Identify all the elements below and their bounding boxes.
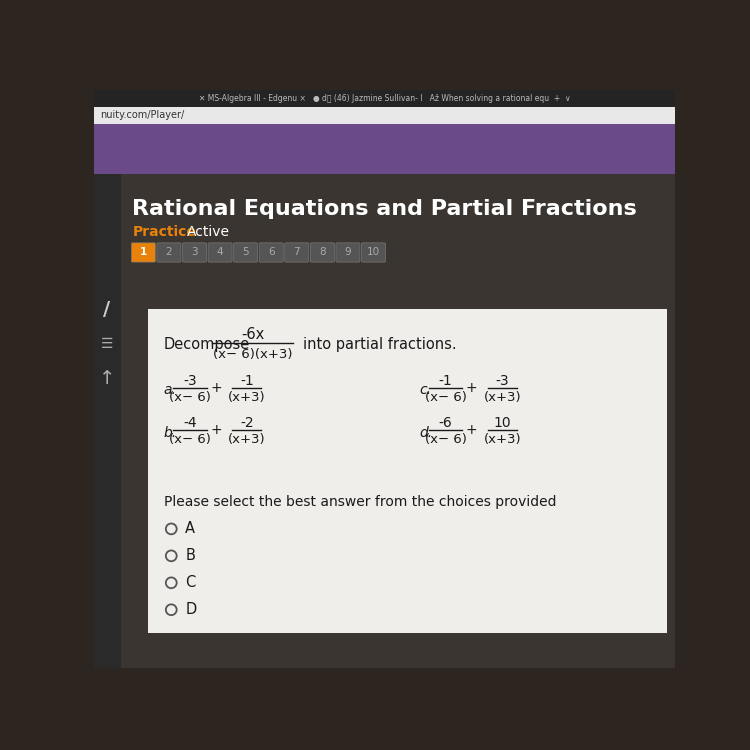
Text: -1: -1 [439,374,452,388]
Text: c.: c. [419,383,431,398]
FancyBboxPatch shape [285,243,309,262]
Text: Rational Equations and Partial Fractions: Rational Equations and Partial Fractions [133,200,638,219]
Text: C: C [185,575,196,590]
FancyBboxPatch shape [234,243,258,262]
Text: nuity.com/Player/: nuity.com/Player/ [100,110,184,121]
Text: -6: -6 [439,416,452,430]
Text: -1: -1 [240,374,254,388]
Text: Please select the best answer from the choices provided: Please select the best answer from the c… [164,495,556,509]
Text: -4: -4 [183,416,196,430]
Text: a.: a. [164,383,176,398]
FancyBboxPatch shape [310,243,334,262]
Text: (x− 6): (x− 6) [169,433,211,446]
FancyBboxPatch shape [148,310,668,633]
Text: -3: -3 [183,374,196,388]
Text: (x+3): (x+3) [484,433,521,446]
Text: (x− 6): (x− 6) [424,433,466,446]
Text: -2: -2 [240,416,254,430]
Text: 10: 10 [367,248,380,257]
FancyBboxPatch shape [157,243,181,262]
Text: (x− 6): (x− 6) [424,391,466,404]
Text: 7: 7 [293,248,300,257]
Text: 5: 5 [242,248,249,257]
Text: (x− 6): (x− 6) [169,391,211,404]
Text: ☰: ☰ [100,337,113,351]
Text: b.: b. [164,426,177,439]
Text: -6x: -6x [241,326,264,341]
Text: /: / [104,300,110,319]
FancyBboxPatch shape [94,174,121,668]
FancyBboxPatch shape [362,243,386,262]
Text: A: A [185,521,195,536]
Text: 8: 8 [319,248,326,257]
FancyBboxPatch shape [208,243,232,262]
Text: Decompose: Decompose [164,337,250,352]
Text: -3: -3 [496,374,509,388]
Text: 1: 1 [140,248,147,257]
Text: 4: 4 [217,248,223,257]
Text: 2: 2 [166,248,172,257]
Text: +: + [210,381,222,395]
Text: ✕ MS-Algebra III - Edgenu ×   ● d⧧ (46) Jazmine Sullivan- I   Až When solving a : ✕ MS-Algebra III - Edgenu × ● d⧧ (46) Ja… [199,94,570,103]
Text: (x+3): (x+3) [228,433,266,446]
Text: 3: 3 [191,248,198,257]
FancyBboxPatch shape [94,174,675,668]
Text: Practice: Practice [133,226,196,239]
FancyBboxPatch shape [94,124,675,174]
Text: +: + [466,423,477,437]
FancyBboxPatch shape [182,243,206,262]
Text: D: D [185,602,196,617]
Text: d.: d. [419,426,432,439]
Text: +: + [210,423,222,437]
Text: 10: 10 [494,416,512,430]
Text: B: B [185,548,195,563]
FancyBboxPatch shape [94,107,675,124]
Text: +: + [466,381,477,395]
Text: Active: Active [187,226,230,239]
Text: 9: 9 [345,248,351,257]
FancyBboxPatch shape [94,90,675,107]
FancyBboxPatch shape [131,243,155,262]
Text: (x+3): (x+3) [484,391,521,404]
Text: ↑: ↑ [99,369,115,388]
Text: 6: 6 [268,248,274,257]
FancyBboxPatch shape [336,243,360,262]
FancyBboxPatch shape [260,243,284,262]
Text: into partial fractions.: into partial fractions. [303,337,457,352]
Text: (x+3): (x+3) [228,391,266,404]
Text: (x− 6)(x+3): (x− 6)(x+3) [213,347,292,361]
